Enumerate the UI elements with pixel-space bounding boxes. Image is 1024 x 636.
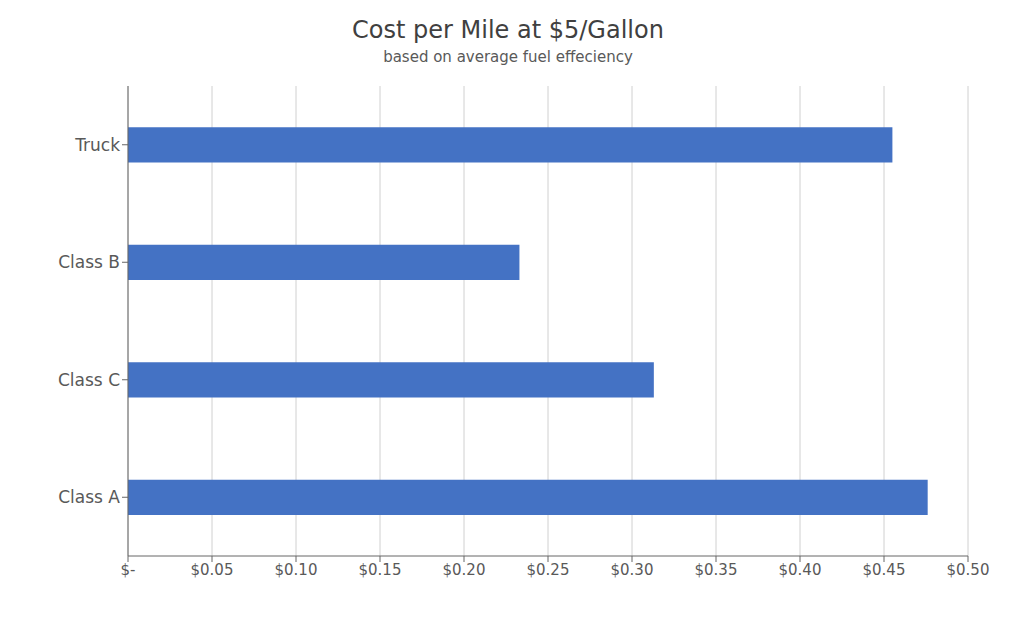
svg-text:$0.15: $0.15	[359, 561, 402, 579]
svg-text:$-: $-	[121, 561, 136, 579]
svg-text:Class A: Class A	[58, 487, 120, 507]
svg-text:Class C: Class C	[58, 370, 120, 390]
svg-text:$0.10: $0.10	[275, 561, 318, 579]
svg-text:$0.25: $0.25	[527, 561, 570, 579]
html-text:Cost per Mile at $5/Gallon: Cost per Mile at $5/Gallon	[352, 16, 664, 44]
svg-text:Class B: Class B	[58, 252, 120, 272]
html-text:based on average fuel effecien: based on average fuel effeciency	[383, 48, 633, 66]
svg-text:$0.50: $0.50	[947, 561, 990, 579]
svg-text:$0.05: $0.05	[191, 561, 234, 579]
svg-text:$0.35: $0.35	[695, 561, 738, 579]
svg-text:Truck: Truck	[74, 135, 120, 155]
svg-text:$0.45: $0.45	[863, 561, 906, 579]
svg-text:$0.40: $0.40	[779, 561, 822, 579]
svg-text:$0.20: $0.20	[443, 561, 486, 579]
svg-text:$0.30: $0.30	[611, 561, 654, 579]
